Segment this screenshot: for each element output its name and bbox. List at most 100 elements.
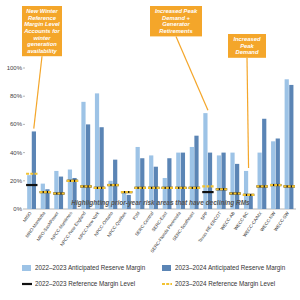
reference-level bbox=[284, 185, 295, 187]
bar bbox=[27, 175, 31, 209]
legend-swatch bbox=[22, 283, 32, 285]
x-tick-label: SERC-Southeast bbox=[171, 210, 195, 242]
annotation-line: winter bbox=[33, 35, 51, 41]
legend-label: 2023–2024 Reference Margin Level bbox=[175, 280, 275, 288]
x-tick-label: SPP bbox=[199, 211, 208, 221]
bar bbox=[271, 141, 275, 209]
reference-level bbox=[270, 184, 281, 186]
reference-level bbox=[256, 185, 267, 187]
reference-level bbox=[40, 191, 51, 193]
x-tick-label: SERC-Central bbox=[134, 211, 154, 237]
annotation-line: availability bbox=[27, 48, 57, 54]
reference-level bbox=[94, 187, 105, 189]
legend-swatch bbox=[162, 265, 171, 271]
reference-level bbox=[202, 185, 213, 187]
reference-level bbox=[134, 187, 145, 189]
x-axis-line bbox=[25, 209, 296, 210]
reference-level bbox=[175, 187, 186, 189]
annotation-arrow bbox=[34, 56, 42, 128]
bar bbox=[54, 171, 58, 209]
annotation-box bbox=[22, 6, 62, 56]
reference-level bbox=[202, 191, 213, 193]
y-tick bbox=[23, 68, 25, 69]
reference-level bbox=[67, 180, 78, 182]
reference-level bbox=[80, 185, 91, 187]
legend-swatch bbox=[22, 265, 31, 271]
y-tick-label: 60% bbox=[10, 121, 23, 127]
legend-label: 2022–2023 Reference Margin Level bbox=[35, 280, 135, 288]
bar bbox=[285, 79, 289, 209]
bar bbox=[86, 124, 90, 209]
y-tick bbox=[23, 152, 25, 153]
reference-level bbox=[53, 192, 64, 194]
reference-level bbox=[53, 192, 64, 194]
reference-level bbox=[148, 187, 159, 189]
annotation-line: Demand + bbox=[162, 15, 190, 21]
reference-level bbox=[284, 185, 295, 187]
legend-label: 2022–2023 Anticipated Reserve Margin bbox=[35, 264, 146, 272]
reference-level bbox=[229, 192, 240, 194]
annotation: Increased PeakDemand +GeneratorRetiremen… bbox=[155, 8, 198, 34]
y-tick bbox=[23, 180, 25, 181]
x-tick-label: NPCC-Québec bbox=[106, 210, 128, 238]
annotation-line: Demand bbox=[236, 49, 259, 55]
reference-level bbox=[162, 187, 173, 189]
bar bbox=[95, 93, 99, 209]
bar bbox=[262, 119, 266, 209]
bar bbox=[203, 113, 207, 209]
annotation-line: Retirements bbox=[159, 28, 193, 34]
y-tick bbox=[23, 96, 25, 97]
reference-level bbox=[189, 187, 200, 189]
x-tick-label: PJM bbox=[132, 210, 141, 220]
annotation-line: Reference bbox=[28, 15, 57, 21]
reference-level bbox=[40, 191, 51, 193]
reference-level bbox=[107, 184, 118, 186]
reference-level bbox=[270, 184, 281, 186]
reference-level bbox=[121, 191, 132, 193]
reference-level bbox=[134, 187, 145, 189]
reference-level bbox=[26, 184, 37, 186]
reference-level bbox=[229, 192, 240, 194]
reference-level bbox=[148, 187, 159, 189]
reference-level bbox=[121, 191, 132, 193]
reference-level bbox=[107, 184, 118, 186]
reference-level bbox=[189, 187, 200, 189]
reference-level bbox=[26, 173, 37, 175]
bar bbox=[32, 131, 36, 209]
annotation-line: Increased Peak bbox=[155, 8, 198, 14]
y-tick-label: 80% bbox=[10, 93, 23, 99]
y-tick bbox=[23, 209, 25, 210]
bar bbox=[276, 139, 280, 210]
bar bbox=[81, 102, 85, 209]
bar bbox=[258, 153, 262, 209]
bar bbox=[41, 184, 45, 209]
reference-level bbox=[94, 187, 105, 189]
x-tick-label: WECC-CA/MX bbox=[242, 211, 263, 238]
chart: 0%20%40%60%80%100%MISOMRO-ManitobaMRO-Sa… bbox=[0, 0, 300, 300]
x-tick-label: Texas RE-ERCOT bbox=[197, 211, 222, 244]
y-tick-label: 20% bbox=[10, 178, 23, 184]
reference-level bbox=[80, 185, 91, 187]
annotation-arrow bbox=[247, 58, 249, 168]
y-tick-label: 40% bbox=[10, 150, 23, 156]
bar bbox=[289, 85, 293, 209]
annotation-arrow bbox=[176, 36, 208, 110]
reference-level bbox=[67, 180, 78, 182]
bar bbox=[194, 136, 198, 209]
y-tick-label: 100% bbox=[7, 65, 23, 71]
annotation-line: New Winter bbox=[26, 8, 58, 14]
plot-area bbox=[26, 79, 295, 209]
bar bbox=[100, 127, 104, 209]
reference-level bbox=[243, 194, 254, 196]
annotation-box bbox=[150, 6, 202, 36]
annotation-line: Generator bbox=[162, 21, 190, 27]
reference-level bbox=[243, 194, 254, 196]
y-tick bbox=[23, 124, 25, 125]
annotation: New WinterReferenceMargin LevelAccounts … bbox=[23, 8, 60, 54]
annotation: IncreasedPeakDemand bbox=[233, 36, 261, 55]
annotation-line: Accounts for bbox=[23, 28, 60, 34]
annotation-line: Peak bbox=[240, 43, 254, 49]
annotation-line: Margin Level bbox=[24, 21, 60, 27]
reference-level bbox=[162, 187, 173, 189]
reference-level bbox=[175, 187, 186, 189]
